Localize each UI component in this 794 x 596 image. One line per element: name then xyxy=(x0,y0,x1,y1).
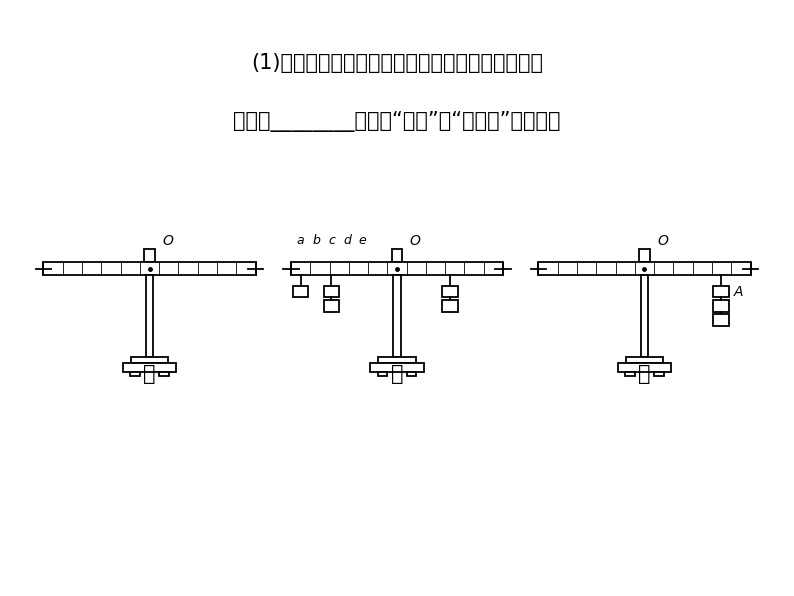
Bar xyxy=(370,362,424,372)
Bar xyxy=(713,314,729,325)
Bar xyxy=(378,372,387,376)
Text: e: e xyxy=(358,234,366,247)
Bar xyxy=(144,249,155,262)
Text: d: d xyxy=(343,234,351,247)
Text: b: b xyxy=(312,234,320,247)
Bar xyxy=(618,362,671,372)
Bar xyxy=(393,275,401,357)
Text: O: O xyxy=(657,234,668,248)
Bar xyxy=(442,285,458,297)
Text: a: a xyxy=(297,234,304,247)
Bar xyxy=(713,285,729,297)
Text: c: c xyxy=(328,234,335,247)
Bar xyxy=(626,372,634,376)
Bar xyxy=(145,275,153,357)
Bar xyxy=(130,372,140,376)
Bar xyxy=(44,262,256,275)
Bar xyxy=(391,249,403,262)
Text: 乙: 乙 xyxy=(391,364,403,384)
Bar xyxy=(641,275,649,357)
Bar xyxy=(538,262,750,275)
Text: A: A xyxy=(734,284,743,299)
Text: 甲: 甲 xyxy=(143,364,156,384)
Text: 丙: 丙 xyxy=(638,364,651,384)
Bar xyxy=(626,357,663,362)
Bar xyxy=(131,357,168,362)
Bar xyxy=(123,362,176,372)
Bar xyxy=(407,372,416,376)
Bar xyxy=(378,357,416,362)
Text: O: O xyxy=(410,234,421,248)
Text: (1)调节平衡螺母使杠杆在水平位置平衡时，应确保: (1)调节平衡螺母使杠杆在水平位置平衡时，应确保 xyxy=(251,53,543,73)
Text: O: O xyxy=(162,234,173,248)
Bar xyxy=(639,249,650,262)
Text: 杠杆上________（选填“悬挂”或“不悬挂”）钉码。: 杠杆上________（选填“悬挂”或“不悬挂”）钉码。 xyxy=(233,111,561,132)
Bar xyxy=(654,372,664,376)
Bar xyxy=(442,300,458,312)
Bar xyxy=(160,372,168,376)
Bar xyxy=(324,285,339,297)
Bar xyxy=(291,262,503,275)
Bar xyxy=(324,300,339,312)
Bar xyxy=(713,300,729,312)
Bar xyxy=(293,285,308,297)
